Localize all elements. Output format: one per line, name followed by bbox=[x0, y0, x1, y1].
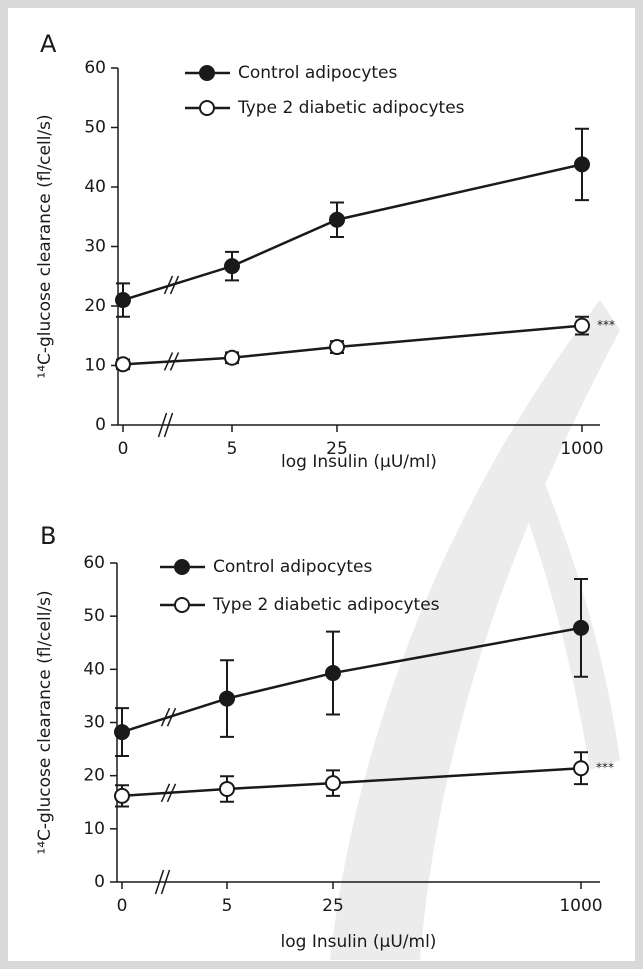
line-break bbox=[169, 275, 180, 295]
legend-marker bbox=[174, 597, 190, 613]
y-axis-label: ¹⁴C-glucose clearance (fl/cell/s) bbox=[35, 114, 55, 378]
x-tick-label: 0 bbox=[117, 896, 128, 916]
y-tick-label: 60 bbox=[84, 58, 106, 78]
y-tick-label: 20 bbox=[84, 296, 106, 316]
x-axis-label: log Insulin (μU/ml) bbox=[281, 452, 437, 472]
watermark bbox=[330, 300, 620, 960]
panel-label: A bbox=[40, 30, 57, 58]
legend-marker bbox=[199, 100, 215, 116]
series-line bbox=[122, 324, 583, 366]
y-tick-label: 0 bbox=[94, 872, 105, 892]
significance-annotation: *** bbox=[596, 761, 614, 775]
y-tick-label: 50 bbox=[84, 118, 106, 138]
data-point bbox=[573, 760, 589, 777]
legend-label: Control adipocytes bbox=[213, 557, 373, 577]
series-line bbox=[121, 766, 582, 798]
x-tick-label: 25 bbox=[326, 439, 348, 459]
significance-annotation: *** bbox=[597, 318, 615, 332]
y-tick-label: 40 bbox=[84, 177, 106, 197]
y-tick-label: 10 bbox=[84, 356, 106, 376]
x-axis-label: log Insulin (μU/ml) bbox=[281, 932, 437, 952]
y-tick-label: 50 bbox=[83, 606, 105, 626]
data-point bbox=[115, 292, 131, 309]
y-axis-label: ¹⁴C-glucose clearance (fl/cell/s) bbox=[35, 590, 55, 854]
legend-label: Type 2 diabetic adipocytes bbox=[237, 98, 465, 118]
panel-label: B bbox=[40, 522, 56, 550]
data-point bbox=[574, 317, 590, 334]
axis-break bbox=[163, 412, 174, 438]
line-break bbox=[166, 707, 177, 727]
legend-label: Type 2 diabetic adipocytes bbox=[212, 595, 440, 615]
data-point bbox=[224, 349, 240, 366]
data-point bbox=[114, 724, 130, 741]
y-tick-label: 40 bbox=[83, 659, 105, 679]
x-tick-label: 25 bbox=[322, 896, 344, 916]
axis-break bbox=[154, 869, 165, 895]
y-tick-label: 10 bbox=[83, 819, 105, 839]
legend-marker bbox=[199, 65, 215, 81]
legend-marker bbox=[174, 559, 190, 575]
line-break bbox=[160, 707, 171, 727]
watermark bbox=[500, 420, 620, 770]
legend-label: Control adipocytes bbox=[238, 63, 398, 83]
x-tick-label: 1000 bbox=[559, 896, 602, 916]
series-line bbox=[121, 626, 582, 734]
x-tick-label: 0 bbox=[118, 439, 129, 459]
data-point bbox=[219, 780, 235, 797]
y-tick-label: 20 bbox=[83, 766, 105, 786]
x-tick-label: 1000 bbox=[560, 439, 603, 459]
line-break bbox=[163, 275, 174, 295]
axis-break bbox=[160, 869, 171, 895]
line-break bbox=[169, 352, 180, 371]
data-point bbox=[573, 619, 589, 636]
data-point bbox=[325, 665, 341, 682]
x-tick-label: 5 bbox=[222, 896, 233, 916]
line-break bbox=[160, 783, 171, 803]
data-point bbox=[114, 787, 130, 804]
series-line bbox=[122, 163, 583, 302]
x-tick-label: 5 bbox=[227, 439, 238, 459]
axis-break bbox=[157, 412, 168, 438]
data-point bbox=[115, 356, 131, 373]
data-point bbox=[574, 156, 590, 173]
y-tick-label: 30 bbox=[84, 237, 106, 257]
y-tick-label: 30 bbox=[83, 713, 105, 733]
data-point bbox=[219, 690, 235, 707]
data-point bbox=[325, 775, 341, 792]
y-tick-label: 0 bbox=[95, 415, 106, 435]
y-tick-label: 60 bbox=[83, 553, 105, 573]
line-break bbox=[163, 352, 174, 371]
data-point bbox=[224, 258, 240, 275]
data-point bbox=[329, 339, 345, 356]
line-break bbox=[166, 783, 177, 803]
data-point bbox=[329, 211, 345, 228]
